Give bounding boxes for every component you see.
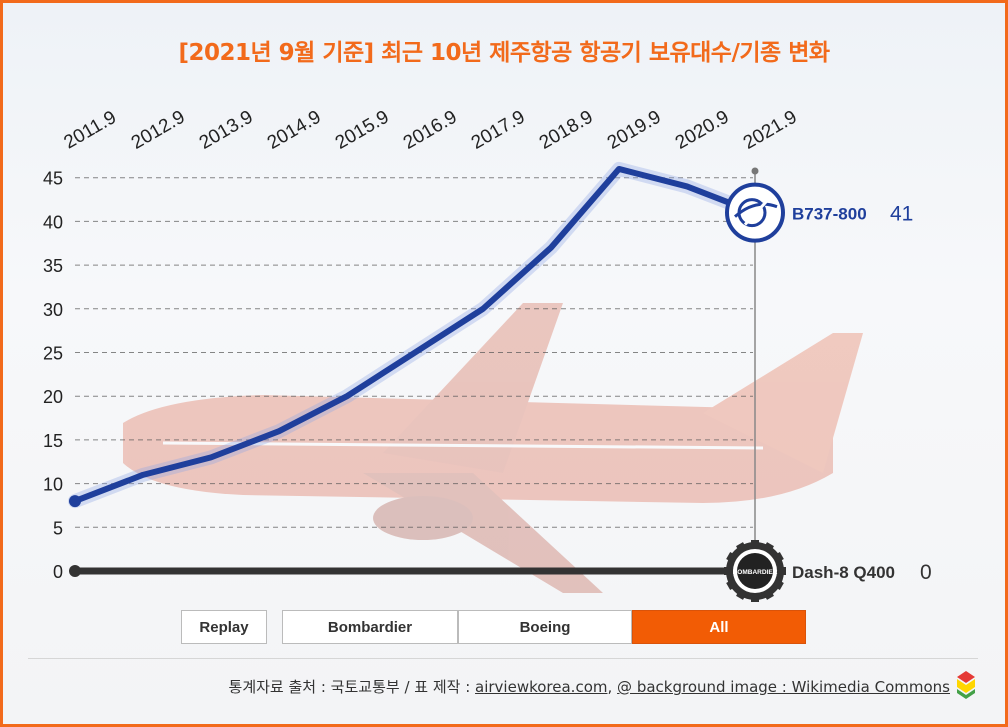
x-axis: 2011.9 2012.9 2013.9 2014.9 2015.9 2016.9 2017… xyxy=(60,107,800,154)
bombardier-logo-icon: BOMBARDIER xyxy=(724,540,786,602)
y-tick-label: 20 xyxy=(43,387,63,407)
current-time-marker xyxy=(751,167,759,175)
series-start-point xyxy=(69,565,81,577)
grid-lines xyxy=(75,167,759,571)
series-line xyxy=(72,165,758,505)
series-lines xyxy=(68,161,762,575)
series-end-value: 41 xyxy=(890,203,913,226)
x-tick-label: 2017.9 xyxy=(468,107,529,154)
series-glow xyxy=(68,161,762,509)
boeing-logo-icon xyxy=(725,182,785,243)
source-footer: 통계자료 출처 : 국토교통부 / 표 제작 : airviewkorea.co… xyxy=(229,676,950,697)
y-tick-label: 25 xyxy=(43,344,63,364)
bombardier-logo-text: BOMBARDIER xyxy=(733,569,778,576)
footer-separator: , xyxy=(607,678,618,696)
y-tick-label: 5 xyxy=(53,518,63,538)
footer-divider xyxy=(28,658,978,659)
x-tick-label: 2018.9 xyxy=(536,107,597,154)
y-axis: 0 5 10 15 20 25 30 35 40 45 xyxy=(43,169,63,582)
y-tick-label: 0 xyxy=(53,562,63,582)
series-start-point xyxy=(69,495,81,508)
source-text: 통계자료 출처 : 국토교통부 / 표 제작 : xyxy=(228,678,476,696)
replay-button[interactable]: Replay xyxy=(181,610,267,644)
x-tick-label: 2016.9 xyxy=(400,107,461,154)
x-tick-label: 2013.9 xyxy=(196,107,257,154)
x-tick-label: 2019.9 xyxy=(604,107,665,154)
x-tick-label: 2011.9 xyxy=(60,107,120,154)
x-tick-label: 2014.9 xyxy=(264,107,325,154)
x-tick-label: 2021.9 xyxy=(740,107,801,154)
background-credit-link[interactable]: @ background image : Wikimedia Commons xyxy=(617,678,950,696)
x-tick-label: 2012.9 xyxy=(128,107,189,154)
series-end-value: 0 xyxy=(920,561,932,584)
y-tick-label: 35 xyxy=(43,256,63,276)
x-tick-label: 2020.9 xyxy=(672,107,733,154)
y-tick-label: 10 xyxy=(43,475,63,495)
all-filter-button[interactable]: All xyxy=(632,610,806,644)
boeing-filter-button[interactable]: Boeing xyxy=(458,610,632,644)
series-name-label: Dash-8 Q400 xyxy=(792,563,895,582)
series-name-label: B737-800 xyxy=(792,205,867,224)
y-tick-label: 15 xyxy=(43,431,63,451)
site-logo-icon xyxy=(957,671,975,699)
y-tick-label: 30 xyxy=(43,300,63,320)
x-tick-label: 2015.9 xyxy=(332,107,393,154)
bombardier-filter-button[interactable]: Bombardier xyxy=(282,610,458,644)
maker-link[interactable]: airviewkorea.com xyxy=(475,678,608,696)
series-marks: B737-800 41 BOMBARDIER Dash-8 Q400 0 xyxy=(69,182,932,602)
y-tick-label: 40 xyxy=(43,212,63,232)
y-tick-label: 45 xyxy=(43,169,63,189)
chart-title: [2021년 9월 기준] 최근 10년 제주항공 항공기 보유대수/기종 변화 xyxy=(178,40,830,66)
